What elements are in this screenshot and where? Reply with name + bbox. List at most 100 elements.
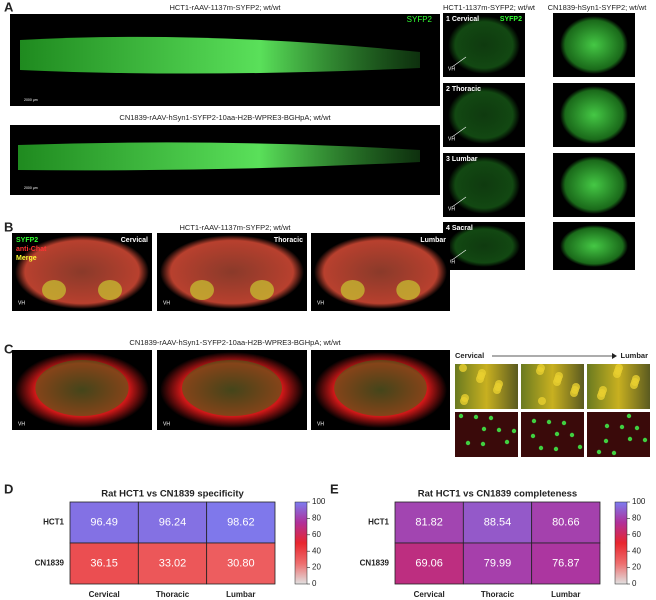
vh-label: VH: [18, 421, 25, 427]
image: [448, 86, 520, 144]
chart-title: Rat HCT1 vs CN1839 completeness: [418, 489, 577, 500]
cell: [555, 372, 563, 380]
image: [182, 360, 282, 416]
colorbar-tick-label: 60: [632, 530, 641, 539]
arrow: [612, 353, 617, 359]
heatmap-cell: [137, 542, 208, 585]
panel-label: C: [4, 341, 14, 356]
cell: [572, 383, 580, 391]
caption: CN1839-rAAV-hSyn1-SYFP2-10aa-H2B-WPRE3-B…: [129, 338, 341, 347]
heatmap-cell: [69, 542, 139, 585]
colorbar-tick-label: 0: [632, 579, 637, 588]
vh-label: VH: [163, 421, 170, 427]
cell-label: 98.62: [227, 516, 255, 528]
image: [587, 412, 650, 457]
cell: [611, 450, 617, 456]
cell: [554, 431, 560, 437]
row-label: HCT1: [43, 518, 64, 527]
scale-bar: 2000 µm: [24, 98, 38, 102]
section-label: 4 Sacral: [446, 225, 473, 232]
row-label: HCT1: [368, 518, 389, 527]
heatmaps: D Rat HCT1 vs CN1839 specificity HCT1 96.49…: [4, 481, 646, 599]
image: [42, 280, 66, 300]
cell: [504, 439, 510, 445]
cell: [461, 394, 469, 402]
heatmap-cell: [206, 501, 276, 544]
cell: [634, 425, 640, 431]
image: [15, 352, 149, 428]
cell: [596, 449, 602, 455]
pointer: [451, 196, 467, 208]
arrow-label: Lumbar: [620, 351, 648, 360]
cell: [626, 413, 632, 419]
caption: HCT1-rAAV-1137m-SYFP2; wt/wt: [180, 223, 292, 232]
pointer: [451, 126, 467, 138]
image: [250, 280, 274, 300]
colorbar-tick-label: 80: [312, 514, 321, 523]
panel-b: B HCT1-rAAV-1137m-SYFP2; wt/wt Cervical V…: [4, 219, 450, 311]
pointer: [451, 56, 467, 68]
row-label: CN1839: [360, 559, 390, 568]
colorbar-tick-label: 100: [312, 497, 326, 506]
region-label: Cervical: [121, 237, 148, 244]
cell: [615, 364, 623, 372]
heatmap-cell: [531, 542, 601, 585]
caption: CN1839-rAAV-hSyn1-SYFP2-10aa-H2B-WPRE3-B…: [119, 113, 331, 122]
pointer: [451, 249, 467, 261]
arrow-label: Cervical: [455, 351, 484, 360]
colorbar-tick-label: 80: [632, 514, 641, 523]
vh-label: VH: [317, 300, 324, 306]
image: [560, 156, 628, 214]
insets: Cervical Lumbar: [455, 351, 650, 457]
panel-label: A: [4, 0, 14, 14]
column-label: Cervical: [414, 590, 445, 599]
cell: [569, 432, 575, 438]
image: [560, 86, 628, 144]
heatmap-cell: [206, 542, 276, 585]
chart-title: Rat HCT1 vs CN1839 specificity: [101, 489, 244, 500]
image: [340, 280, 365, 300]
cell: [531, 418, 537, 424]
image: [448, 225, 520, 267]
colorbar-tick-label: 0: [312, 579, 317, 588]
cell: [465, 440, 471, 446]
cell: [603, 438, 609, 444]
image: [190, 280, 214, 300]
heatmap-cell: [394, 501, 464, 544]
cell: [473, 414, 479, 420]
cell-label: 96.24: [159, 516, 187, 528]
panel-a: A HCT1-rAAV-1137m-SYFP2; wt/wt SYFP2 200…: [4, 0, 647, 270]
image: [35, 360, 129, 416]
cell: [537, 364, 545, 372]
colorbar-tick-label: 40: [312, 546, 321, 555]
image: [448, 16, 520, 74]
panel-label: D: [4, 481, 13, 496]
vh-label: VH: [317, 421, 324, 427]
cell: [488, 415, 494, 421]
legend-entry: anti-Chat: [16, 246, 47, 253]
cell-label: 69.06: [415, 557, 443, 569]
cell-label: 81.82: [415, 516, 443, 528]
image: [396, 280, 421, 300]
vh-label: VH: [448, 66, 455, 72]
region-label: Thoracic: [274, 237, 303, 244]
vh-label: VH: [448, 206, 455, 212]
image: [560, 16, 628, 74]
cell-label: 96.49: [90, 516, 118, 528]
vh-label: VH: [163, 300, 170, 306]
cell: [604, 423, 610, 429]
section-label: 3 Lumbar: [446, 156, 478, 163]
section-label: 1 Cervical: [446, 16, 479, 23]
cell: [481, 426, 487, 432]
image: [160, 235, 304, 309]
marker-label: SYFP2: [500, 16, 522, 23]
image: [334, 360, 427, 416]
panel-label: B: [4, 219, 13, 234]
image: [18, 142, 420, 171]
image: [521, 412, 584, 457]
cell-label: 76.87: [552, 557, 580, 569]
colorbar-tick-label: 60: [312, 530, 321, 539]
vh-label: VH: [448, 259, 455, 265]
cell-label: 80.66: [552, 516, 580, 528]
